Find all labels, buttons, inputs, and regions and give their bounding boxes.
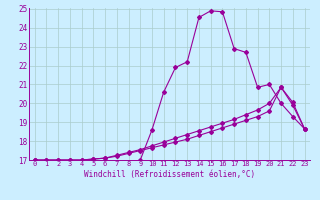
X-axis label: Windchill (Refroidissement éolien,°C): Windchill (Refroidissement éolien,°C) (84, 170, 255, 179)
